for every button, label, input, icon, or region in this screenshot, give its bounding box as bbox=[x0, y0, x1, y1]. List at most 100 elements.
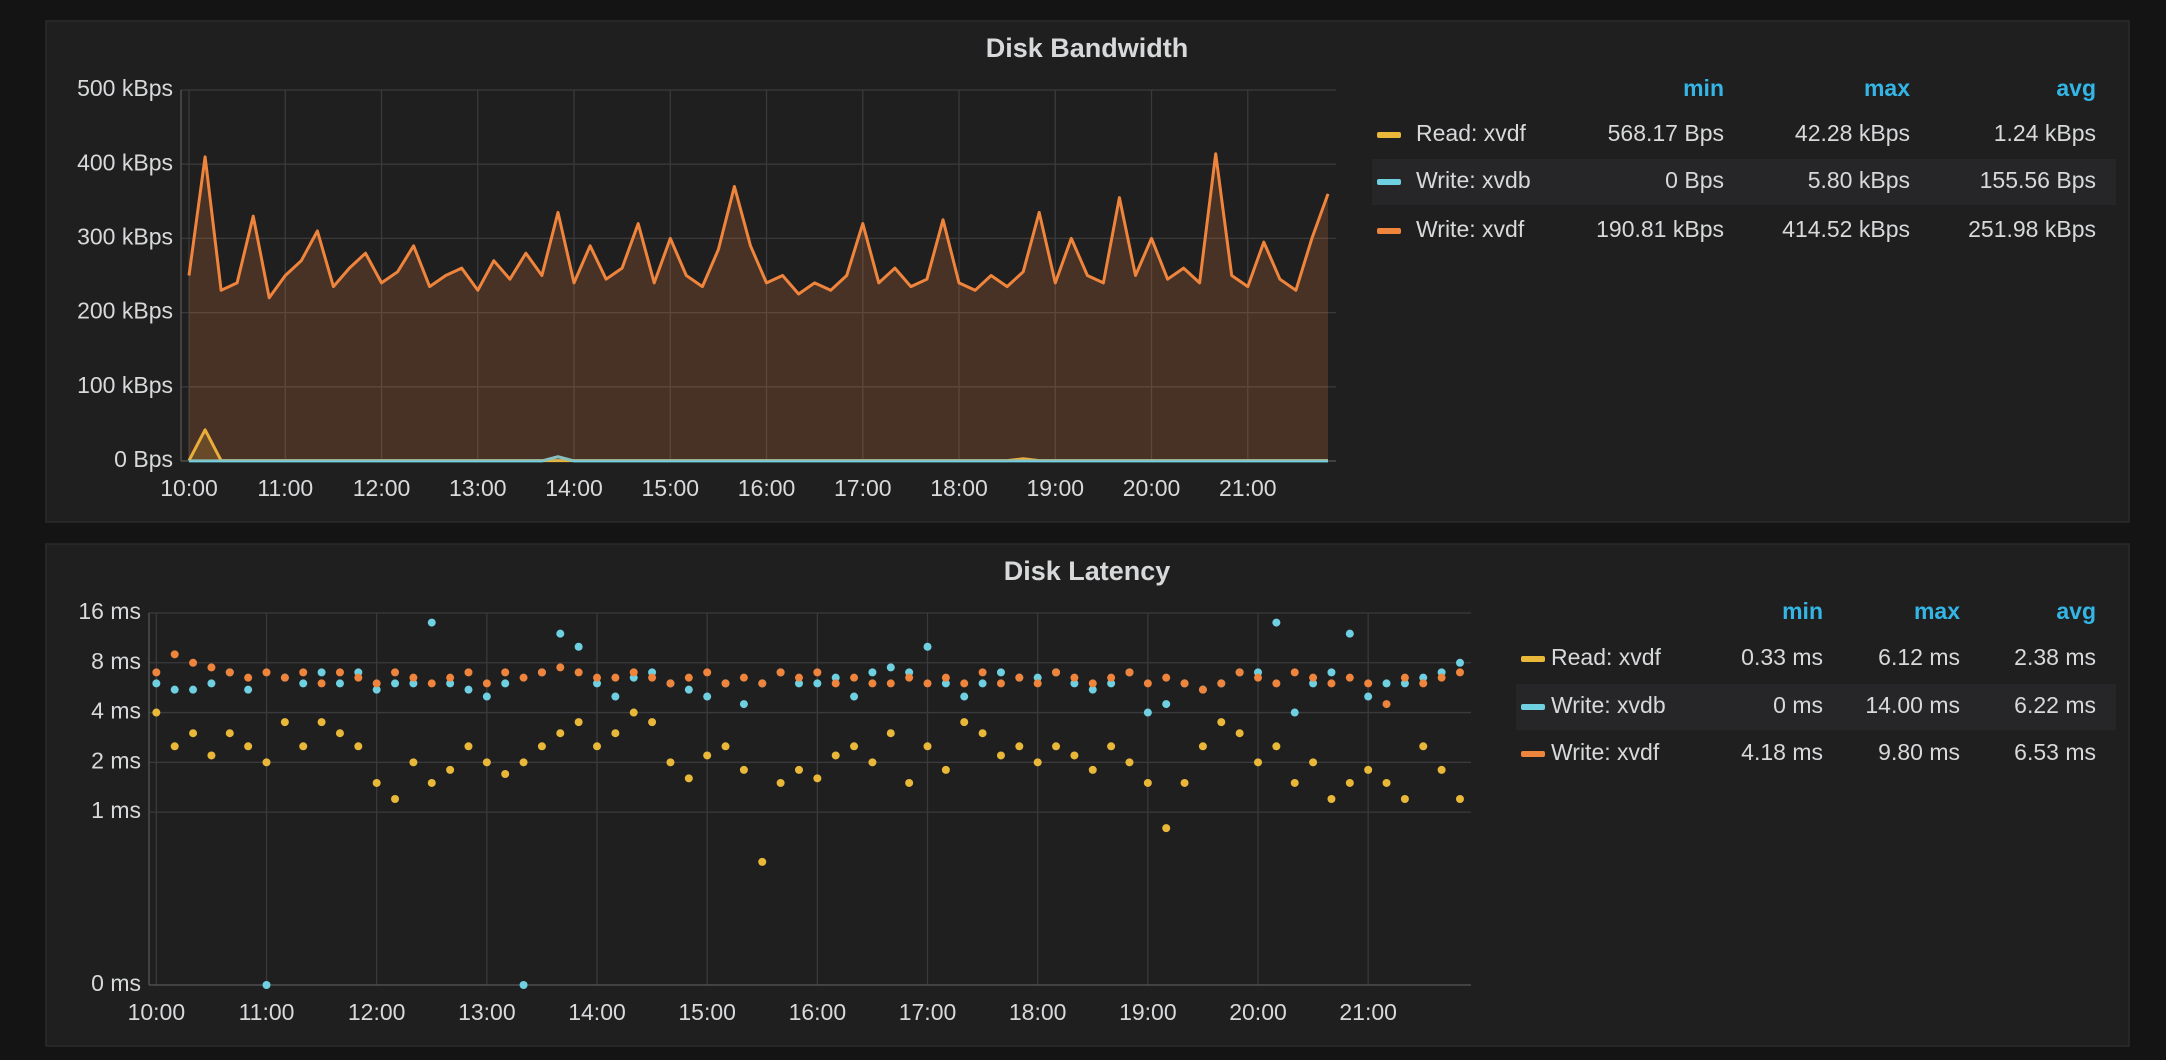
point bbox=[391, 679, 400, 688]
legend-value: 4.18 ms bbox=[1741, 739, 1823, 765]
point bbox=[152, 668, 161, 677]
point bbox=[372, 685, 381, 694]
x-tick-label: 11:00 bbox=[239, 999, 295, 1025]
point bbox=[996, 751, 1005, 760]
point bbox=[1290, 778, 1299, 787]
line bbox=[189, 455, 1328, 463]
point bbox=[280, 673, 289, 682]
point bbox=[629, 708, 638, 717]
point bbox=[299, 742, 308, 751]
point bbox=[1364, 692, 1373, 701]
point bbox=[850, 742, 859, 751]
point bbox=[1290, 668, 1299, 677]
point bbox=[703, 692, 712, 701]
point bbox=[611, 729, 620, 738]
point bbox=[1382, 679, 1391, 688]
point bbox=[739, 765, 748, 774]
point bbox=[1070, 673, 1079, 682]
point bbox=[556, 663, 565, 672]
point bbox=[482, 758, 491, 767]
point bbox=[941, 765, 950, 774]
y-tick-label: 0 Bps bbox=[114, 446, 173, 472]
point bbox=[1217, 679, 1226, 688]
point bbox=[1235, 668, 1244, 677]
point bbox=[152, 708, 161, 717]
y-tick-label: 1 ms bbox=[91, 797, 141, 823]
legend-name: Write: xvdb bbox=[1551, 692, 1666, 718]
point bbox=[1143, 679, 1152, 688]
point bbox=[519, 981, 528, 989]
point bbox=[923, 679, 932, 688]
x-tick-label: 18:00 bbox=[930, 475, 988, 501]
legend-value: 2.38 ms bbox=[2014, 644, 2096, 670]
point bbox=[648, 673, 657, 682]
point bbox=[794, 673, 803, 682]
legend-header: max bbox=[1864, 75, 1910, 101]
point bbox=[464, 742, 473, 751]
point bbox=[1419, 742, 1428, 751]
point bbox=[794, 765, 803, 774]
legend-value: 568.17 Bps bbox=[1608, 120, 1724, 146]
point bbox=[905, 778, 914, 787]
point bbox=[923, 742, 932, 751]
point bbox=[354, 673, 363, 682]
point bbox=[207, 679, 216, 688]
point bbox=[831, 679, 840, 688]
point bbox=[1180, 778, 1189, 787]
point bbox=[721, 742, 730, 751]
point bbox=[1400, 795, 1409, 803]
point bbox=[189, 729, 198, 738]
x-tick-label: 11:00 bbox=[257, 475, 313, 501]
point bbox=[1400, 673, 1409, 682]
panel bbox=[45, 20, 2130, 523]
point bbox=[335, 668, 344, 677]
point bbox=[1345, 629, 1354, 638]
point bbox=[739, 673, 748, 682]
point bbox=[648, 718, 657, 727]
point bbox=[170, 742, 179, 751]
point bbox=[684, 685, 693, 694]
point bbox=[1235, 729, 1244, 738]
legend-name: Write: xvdb bbox=[1416, 167, 1531, 193]
point bbox=[207, 663, 216, 672]
legend-swatch bbox=[1521, 751, 1545, 757]
point bbox=[556, 629, 565, 638]
point bbox=[427, 778, 436, 787]
point bbox=[409, 758, 418, 767]
x-tick-label: 20:00 bbox=[1123, 475, 1181, 501]
point bbox=[225, 668, 234, 677]
point bbox=[1364, 679, 1373, 688]
legend-value: 9.80 ms bbox=[1878, 739, 1960, 765]
point bbox=[886, 663, 895, 672]
point bbox=[1162, 700, 1171, 709]
legend-value: 0.33 ms bbox=[1741, 644, 1823, 670]
x-tick-label: 20:00 bbox=[1229, 999, 1287, 1025]
point bbox=[941, 679, 950, 688]
x-tick-label: 17:00 bbox=[834, 475, 892, 501]
x-tick-label: 12:00 bbox=[353, 475, 411, 501]
point bbox=[574, 642, 583, 651]
point bbox=[574, 668, 583, 677]
point bbox=[244, 673, 253, 682]
point bbox=[1052, 742, 1061, 751]
legend-swatch bbox=[1521, 704, 1545, 710]
point bbox=[1088, 679, 1097, 688]
legend-swatch bbox=[1377, 132, 1401, 138]
x-tick-label: 15:00 bbox=[641, 475, 699, 501]
x-tick-label: 21:00 bbox=[1219, 475, 1277, 501]
x-tick-label: 14:00 bbox=[545, 475, 603, 501]
point bbox=[299, 668, 308, 677]
point bbox=[1455, 795, 1464, 803]
point bbox=[868, 668, 877, 677]
point bbox=[703, 751, 712, 760]
legend-header: min bbox=[1782, 598, 1823, 624]
point bbox=[978, 679, 987, 688]
point bbox=[923, 642, 932, 651]
point bbox=[1180, 679, 1189, 688]
point bbox=[1419, 679, 1428, 688]
point bbox=[556, 729, 565, 738]
point bbox=[593, 679, 602, 688]
point bbox=[464, 685, 473, 694]
point bbox=[1272, 742, 1281, 751]
